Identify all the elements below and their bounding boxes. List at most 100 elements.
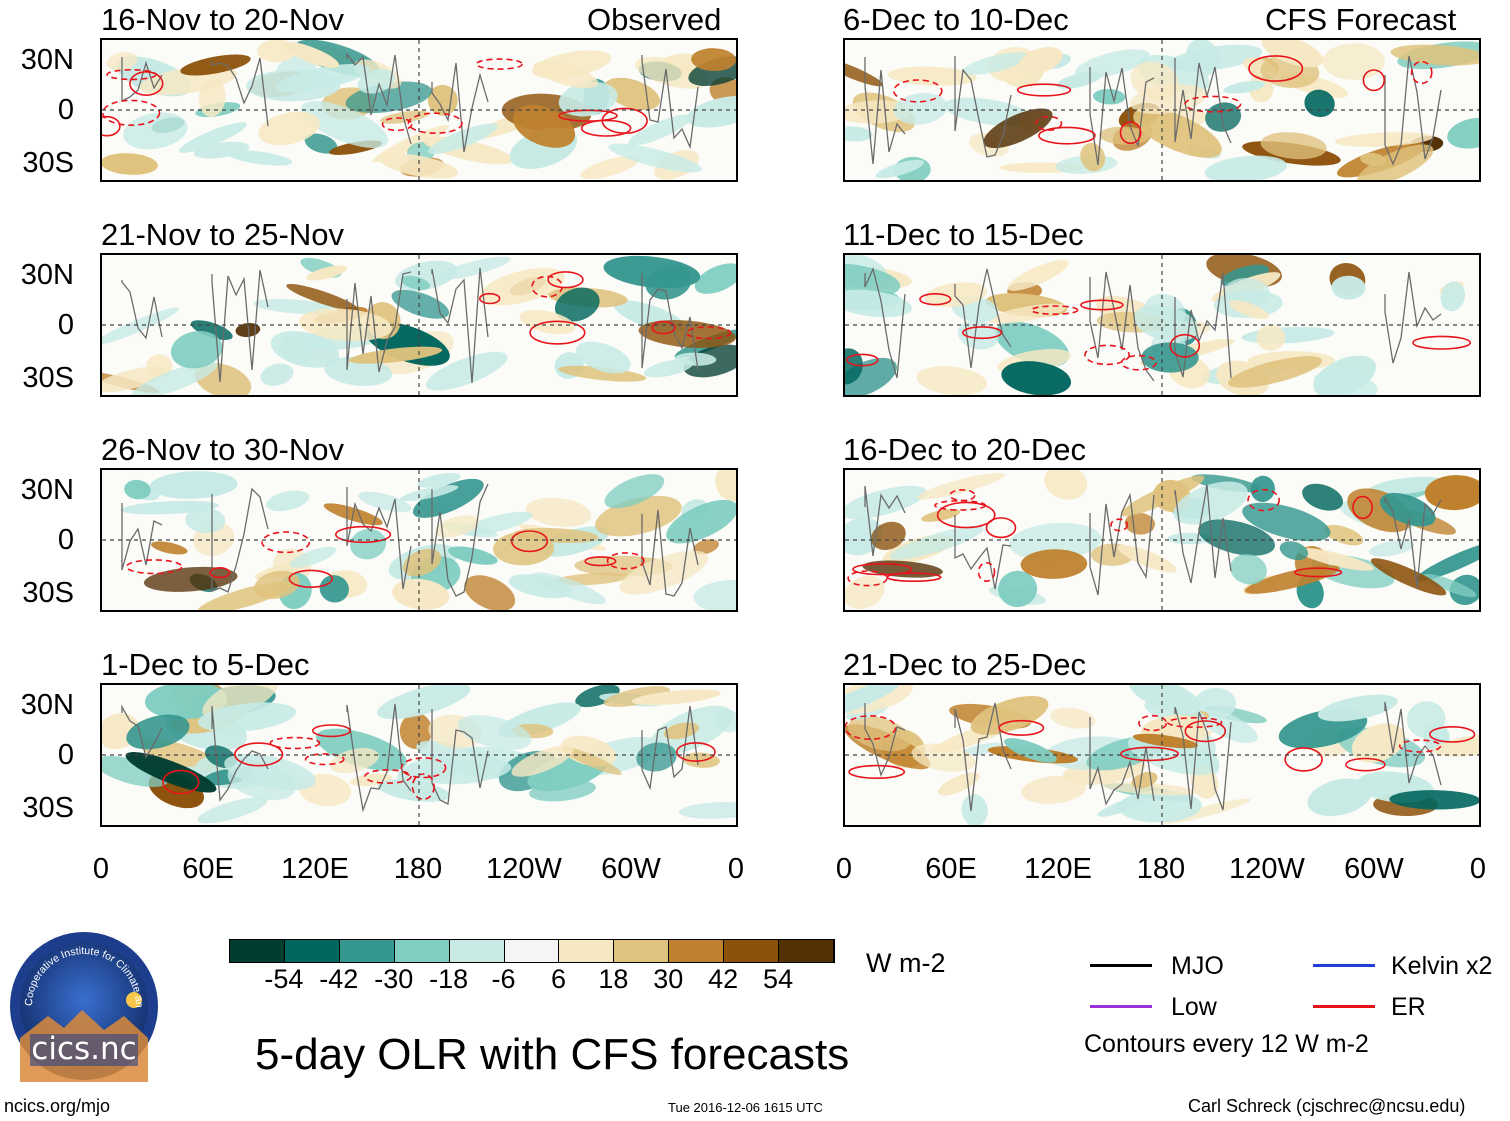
er-contour: [400, 757, 447, 779]
footer-author: Carl Schreck (cjschrec@ncsu.edu): [1188, 1096, 1466, 1116]
olr-anomaly-blob: [511, 745, 574, 777]
olr-anomaly-blob: [124, 479, 151, 500]
er-contours: [846, 292, 1472, 371]
figure-title: 5-day OLR with CFS forecasts: [255, 1030, 850, 1079]
olr-anomaly-field: [120, 470, 736, 610]
olr-anomaly-blob: [1414, 540, 1479, 582]
coastline: [1384, 701, 1442, 786]
olr-anomaly-field: [102, 685, 736, 824]
er-contour: [1248, 55, 1304, 82]
olr-anomaly-blob: [260, 363, 294, 386]
olr-anomaly-blob: [987, 303, 1067, 324]
er-contour: [1119, 121, 1142, 145]
olr-anomaly-blob: [197, 581, 292, 610]
legend-line-kelvin: [1313, 964, 1375, 967]
er-contour: [852, 562, 913, 576]
er-contour: [407, 112, 463, 134]
colorbar-cell: [669, 940, 725, 962]
olr-anomaly-blob: [1185, 40, 1220, 77]
er-contour: [651, 320, 676, 335]
olr-anomaly-blob: [399, 712, 433, 749]
colorbar-cell: [449, 940, 505, 962]
er-contour: [676, 742, 716, 762]
footer-url[interactable]: ncics.org/mjo: [4, 1096, 111, 1116]
olr-map-panel: [100, 38, 738, 182]
olr-anomaly-blob: [376, 685, 471, 720]
olr-anomaly-blob: [678, 802, 736, 819]
er-contour: [893, 79, 943, 103]
olr-anomaly-blob: [1370, 558, 1447, 596]
olr-anomaly-blob: [358, 491, 412, 513]
olr-map-panel: [843, 253, 1481, 397]
olr-anomaly-blob: [1050, 707, 1096, 729]
olr-anomaly-blob: [1230, 554, 1267, 585]
olr-anomaly-blob: [845, 357, 897, 395]
olr-anomaly-blob: [1302, 483, 1344, 511]
legend-label-mjo: MJO: [1171, 952, 1224, 980]
olr-anomaly-blob: [1351, 723, 1406, 763]
coastline: [641, 705, 699, 791]
y-axis-label: 30S: [22, 147, 74, 179]
er-contour: [962, 326, 1003, 340]
olr-anomaly-blob: [348, 346, 443, 364]
olr-anomaly-blob: [1228, 300, 1269, 320]
coastline: [121, 503, 163, 571]
olr-anomaly-blob: [1001, 361, 1072, 395]
x-axis-label: 0: [92, 853, 110, 885]
er-contour: [510, 530, 549, 553]
er-contour: [209, 566, 231, 579]
x-axis-label: 180: [1136, 853, 1186, 885]
olr-anomaly-blob: [434, 515, 479, 538]
x-axis-label: 180: [393, 853, 443, 885]
olr-anomaly-blob: [1241, 326, 1335, 344]
coastline: [641, 55, 699, 150]
panel-title: 16-Dec to 20-Dec: [843, 432, 1086, 467]
olr-anomaly-blob: [1360, 152, 1386, 166]
er-contour: [1120, 746, 1180, 762]
er-contour: [102, 99, 161, 126]
y-axis-label: 30N: [20, 44, 74, 76]
er-contour: [936, 501, 996, 529]
olr-anomaly-blob: [1260, 132, 1327, 160]
colorbar-cell: [779, 940, 834, 962]
olr-anomaly-blob: [1021, 775, 1087, 804]
olr-anomaly-blob: [324, 356, 393, 386]
colorbar-tick-label: -30: [374, 964, 414, 994]
olr-anomaly-blob: [417, 472, 461, 488]
er-contour: [1294, 567, 1343, 578]
olr-anomaly-blob: [554, 287, 600, 322]
olr-anomaly-blob: [693, 539, 719, 555]
olr-anomaly-blob: [1440, 281, 1466, 312]
olr-anomaly-blob: [227, 150, 293, 166]
olr-anomaly-field: [845, 255, 1466, 395]
y-axis-label: 0: [57, 94, 74, 126]
olr-anomaly-blob: [258, 111, 320, 146]
er-contour: [304, 753, 345, 766]
olr-anomaly-blob: [392, 578, 450, 610]
er-contour: [479, 292, 501, 305]
olr-anomaly-blob: [666, 499, 736, 544]
x-axis-label: 120W: [486, 853, 562, 885]
colorbar-cell: [339, 940, 395, 962]
olr-anomaly-blob: [636, 742, 677, 772]
x-axis-label: 120W: [1229, 853, 1305, 885]
olr-anomaly-blob: [425, 759, 512, 785]
olr-anomaly-blob: [1322, 43, 1385, 81]
olr-anomaly-blob: [845, 289, 912, 318]
olr-anomaly-blob: [1296, 547, 1374, 571]
olr-anomaly-blob: [1244, 565, 1340, 594]
olr-anomaly-blob: [197, 797, 268, 824]
er-contour: [1398, 739, 1442, 753]
er-contour: [998, 719, 1045, 736]
er-contour: [529, 320, 586, 345]
olr-anomaly-blob: [575, 341, 631, 374]
er-contours: [479, 271, 732, 345]
olr-anomaly-blob: [845, 126, 873, 142]
olr-anomaly-blob: [531, 50, 612, 79]
olr-anomaly-blob: [887, 66, 977, 86]
panel-title: 1-Dec to 5-Dec: [101, 647, 310, 682]
coastline: [1089, 717, 1155, 806]
er-contour: [381, 117, 413, 132]
er-contour: [125, 559, 183, 575]
olr-anomaly-blob: [631, 689, 721, 706]
